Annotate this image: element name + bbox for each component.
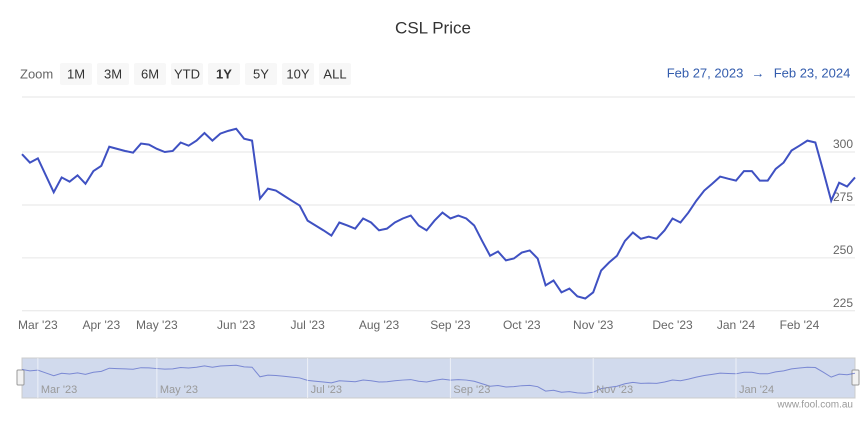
zoom-button[interactable]: 6M <box>134 63 166 85</box>
zoom-button[interactable]: 1M <box>60 63 92 85</box>
zoom-button-label: 10Y <box>286 66 309 81</box>
navigator-label: Nov '23 <box>596 384 633 396</box>
y-tick-label: 300 <box>833 137 853 151</box>
zoom-button[interactable]: 5Y <box>245 63 277 85</box>
zoom-button-label: 5Y <box>253 66 269 81</box>
zoom-button-bg <box>171 63 203 85</box>
zoom-button[interactable]: ALL <box>319 63 351 85</box>
y-tick-label: 225 <box>833 296 853 310</box>
navigator-handle[interactable] <box>16 369 25 386</box>
x-tick-label: Dec '23 <box>652 318 693 332</box>
zoom-button[interactable]: 3M <box>97 63 129 85</box>
navigator-label: Jan '24 <box>739 384 774 396</box>
zoom-button-label: 6M <box>141 66 159 81</box>
credits: www.fool.com.au <box>776 400 853 411</box>
zoom-button[interactable]: 1Y <box>208 63 240 85</box>
zoom-button-label: 1M <box>67 66 85 81</box>
y-tick-label: 275 <box>833 190 853 204</box>
date-from: Feb 27, 2023 <box>667 65 744 80</box>
x-tick-label: Nov '23 <box>573 318 614 332</box>
y-tick-label: 250 <box>833 243 853 257</box>
x-tick-label: Feb '24 <box>780 318 820 332</box>
zoom-button-bg <box>134 63 166 85</box>
date-arrow: → <box>752 65 765 80</box>
x-tick-label: Mar '23 <box>18 318 58 332</box>
navigator-handle[interactable] <box>851 369 860 386</box>
zoom-button-label: 1Y <box>216 66 232 81</box>
zoom-button-bg <box>245 63 277 85</box>
zoom-button-bg <box>319 63 351 85</box>
x-tick-label: Jan '24 <box>717 318 756 332</box>
zoom-button-label: ALL <box>323 66 346 81</box>
zoom-button-label: YTD <box>174 66 200 81</box>
x-tick-label: Jul '23 <box>290 318 325 332</box>
navigator-line <box>21 364 856 394</box>
zoom-button-bg <box>208 63 240 85</box>
navigator-label: Sep '23 <box>453 384 490 396</box>
x-tick-label: Apr '23 <box>83 318 121 332</box>
price-line <box>21 127 856 300</box>
chart-title: CSL Price <box>395 18 471 37</box>
zoom-label: Zoom <box>20 66 53 81</box>
navigator-label: Mar '23 <box>41 384 77 396</box>
navigator-label: May '23 <box>160 384 198 396</box>
x-tick-label: Jun '23 <box>217 318 256 332</box>
x-tick-label: Aug '23 <box>359 318 400 332</box>
zoom-button-bg <box>282 63 314 85</box>
x-tick-label: Sep '23 <box>430 318 471 332</box>
zoom-button-label: 3M <box>104 66 122 81</box>
x-tick-label: May '23 <box>136 318 178 332</box>
zoom-button[interactable]: 10Y <box>282 63 314 85</box>
navigator-label: Jul '23 <box>311 384 342 396</box>
zoom-button[interactable]: YTD <box>171 63 203 85</box>
zoom-button-bg <box>60 63 92 85</box>
x-tick-label: Oct '23 <box>503 318 541 332</box>
zoom-button-bg <box>97 63 129 85</box>
date-to: Feb 23, 2024 <box>774 65 851 80</box>
navigator-mask[interactable] <box>21 357 856 399</box>
